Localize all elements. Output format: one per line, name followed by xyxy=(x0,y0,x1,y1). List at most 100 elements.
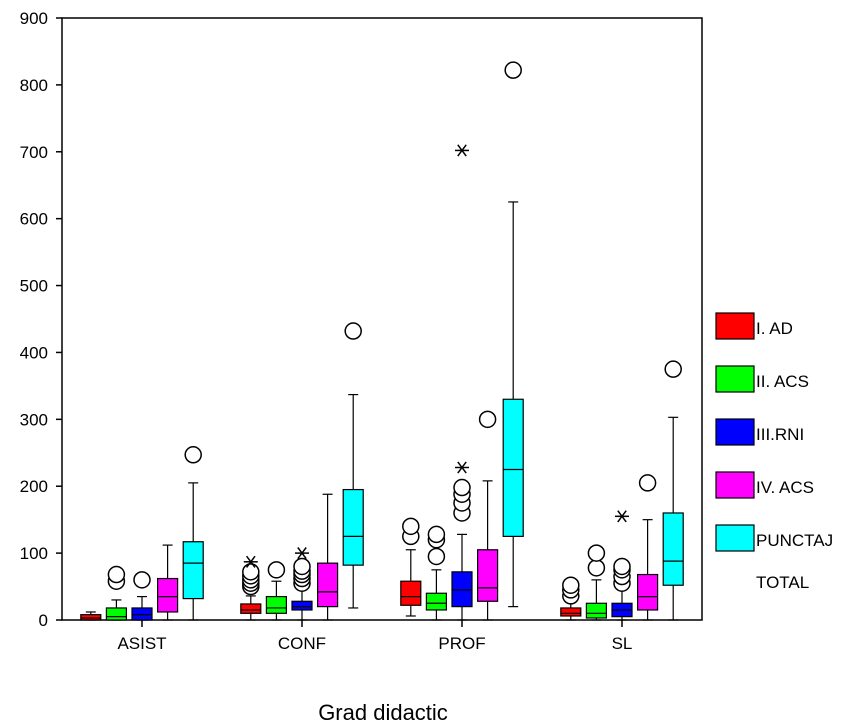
legend-label: TOTAL xyxy=(756,573,809,592)
box-iqr xyxy=(636,573,659,611)
outlier-point xyxy=(344,322,362,340)
box-conf-2 xyxy=(291,547,313,621)
box-iqr xyxy=(157,577,179,613)
box-iqr xyxy=(400,580,422,606)
y-tick-label: 900 xyxy=(20,9,48,28)
box-iqr xyxy=(451,571,473,608)
box-iqr xyxy=(662,512,684,586)
y-tick-label: 800 xyxy=(20,76,48,95)
box-prof-4 xyxy=(502,61,524,608)
outlier-point xyxy=(504,61,522,79)
extreme-point xyxy=(455,144,469,157)
box-conf-1 xyxy=(265,561,287,621)
box-iqr xyxy=(585,602,608,619)
asterisk-stroke xyxy=(457,461,467,474)
y-tick-label: 700 xyxy=(20,143,48,162)
x-axis: ASIST CONF PROF SL xyxy=(117,620,632,653)
asterisk-stroke xyxy=(297,547,307,560)
box-prof-3 xyxy=(477,410,499,621)
y-tick-label: 100 xyxy=(20,544,48,563)
outlier-point xyxy=(562,576,580,594)
box-conf-4 xyxy=(342,322,364,609)
box-asist-1 xyxy=(105,565,128,621)
box-prof-2 xyxy=(451,144,473,621)
legend-swatch xyxy=(715,312,755,340)
plot-frame xyxy=(61,17,703,621)
legend-label: IV. ACS xyxy=(756,478,814,497)
outlier-point xyxy=(478,410,497,429)
box-iqr xyxy=(342,488,364,566)
box-asist-0 xyxy=(80,611,102,621)
x-tick-label: SL xyxy=(612,634,633,653)
x-tick-label: PROF xyxy=(438,634,485,653)
box-iqr xyxy=(182,541,204,600)
legend-label: III.RNI xyxy=(756,425,804,444)
legend-label: PUNCTAJ xyxy=(756,531,833,550)
y-tick-label: 300 xyxy=(20,410,48,429)
y-tick-label: 600 xyxy=(20,210,48,229)
legend-item: PUNCTAJ TOTAL xyxy=(715,524,833,592)
legend-swatch xyxy=(715,418,755,446)
box-iqr xyxy=(560,607,582,617)
extreme-point xyxy=(615,510,629,523)
box-iqr xyxy=(291,600,313,611)
box-iqr xyxy=(502,398,524,537)
outlier-point xyxy=(638,474,657,492)
y-tick-label: 500 xyxy=(20,277,48,296)
extreme-point xyxy=(295,547,309,560)
box-conf-3 xyxy=(317,493,339,621)
box-iqr xyxy=(240,603,262,614)
outlier-point xyxy=(453,478,471,497)
box-asist-3 xyxy=(157,544,179,621)
outlier-point xyxy=(613,557,631,576)
outlier-point xyxy=(664,360,682,378)
legend-label: I. AD xyxy=(756,319,793,338)
outlier-point xyxy=(107,565,126,584)
box-sl-3 xyxy=(636,474,659,621)
outlier-point xyxy=(242,563,260,581)
y-axis: 0 100 200 300 400 500 600 700 800 900 xyxy=(20,9,62,630)
plot-area xyxy=(61,17,703,621)
legend-swatch xyxy=(715,365,755,393)
outlier-point xyxy=(587,559,606,577)
box-iqr xyxy=(80,614,102,621)
legend-label: II. ACS xyxy=(756,372,809,391)
outlier-point xyxy=(267,561,286,579)
asterisk-stroke xyxy=(617,510,627,523)
legend-item: II. ACS xyxy=(715,365,809,393)
x-axis-label: Grad didactic xyxy=(318,700,448,724)
outlier-point xyxy=(427,547,446,566)
box-iqr xyxy=(477,549,499,602)
outlier-point xyxy=(293,557,311,576)
asterisk-stroke xyxy=(246,555,256,568)
box-asist-4 xyxy=(182,446,204,621)
box-iqr xyxy=(317,562,339,608)
box-conf-0 xyxy=(240,555,262,621)
outlier-point xyxy=(427,525,446,544)
outlier-point xyxy=(184,446,202,464)
asterisk-stroke xyxy=(457,144,467,157)
box-iqr xyxy=(131,607,153,621)
legend-swatch xyxy=(715,524,755,552)
legend-item: I. AD xyxy=(715,312,793,340)
box-sl-0 xyxy=(560,576,582,621)
box-sl-1 xyxy=(585,544,608,621)
legend: I. AD II. ACS III.RNI IV. ACS PUNCTAJ TOTAL xyxy=(715,312,833,592)
y-tick-label: 0 xyxy=(39,611,48,630)
box-sl-4 xyxy=(662,360,684,621)
box-prof-0 xyxy=(400,517,422,617)
outlier-point xyxy=(402,517,420,536)
x-tick-label: ASIST xyxy=(117,634,166,653)
y-tick-label: 200 xyxy=(20,477,48,496)
outlier-point xyxy=(587,544,606,562)
extreme-point xyxy=(455,461,469,474)
legend-item: III.RNI xyxy=(715,418,804,446)
box-asist-2 xyxy=(131,571,153,621)
legend-swatch xyxy=(715,471,755,499)
extreme-point xyxy=(243,555,258,568)
box-iqr xyxy=(105,607,128,621)
boxes xyxy=(80,61,684,621)
legend-item: IV. ACS xyxy=(715,471,814,499)
box-prof-1 xyxy=(425,525,447,621)
